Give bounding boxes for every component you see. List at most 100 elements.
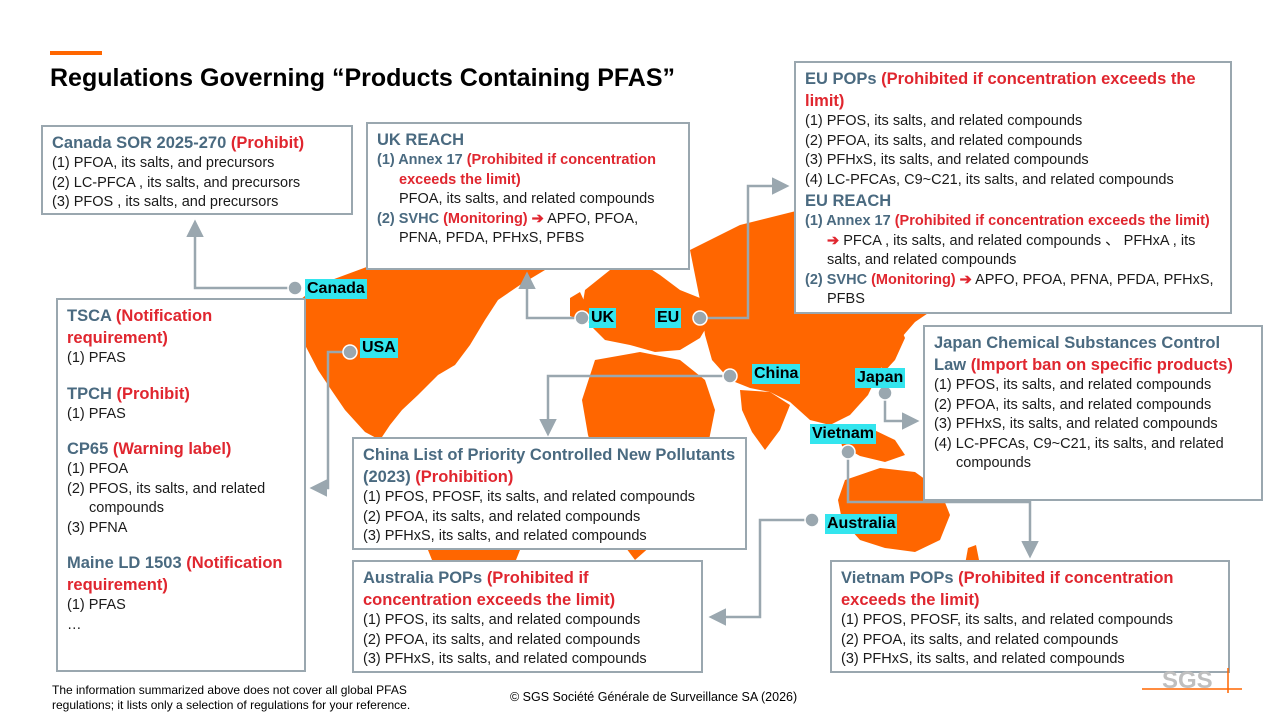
list-item: (2) PFOS, its salts, and related compoun… bbox=[67, 480, 266, 517]
connector-eu bbox=[700, 177, 790, 320]
list-item: (1) PFAS bbox=[67, 405, 126, 422]
list-item: (1) PFOA, its salts, and precursors bbox=[52, 155, 275, 171]
japan-shape bbox=[878, 322, 905, 372]
uk-annex17-tag: (Prohibited if concentration exceeds the… bbox=[399, 152, 657, 188]
list-item: (1) PFOS, PFOSF, its salts, and related … bbox=[841, 612, 1174, 628]
arrow-right-icon: ➔ bbox=[827, 232, 840, 249]
dot-japan bbox=[877, 385, 893, 401]
country-label-usa: USA bbox=[360, 338, 398, 358]
china-tag: (Prohibition) bbox=[415, 468, 514, 486]
arrow-right-icon: ➔ bbox=[531, 210, 544, 227]
japan-title: Japan Chemical Substances Control Law bbox=[934, 334, 1221, 374]
dot-china bbox=[722, 368, 738, 384]
uk-annex17-label: (1) Annex 17 bbox=[377, 152, 463, 168]
eu-annex17-label: (1) Annex 17 bbox=[805, 213, 891, 229]
canada-title: Canada SOR 2025-270 bbox=[52, 134, 227, 152]
list-item: (1) PFOA bbox=[67, 461, 129, 477]
uk-annex17: (1) Annex 17 (Prohibited if concentratio… bbox=[377, 151, 679, 190]
australia-tag: (Prohibited if concentration exceeds the… bbox=[363, 569, 616, 609]
list-item: (1) PFAS bbox=[67, 597, 126, 613]
tsca-heading: TSCA (Notification requirement) bbox=[67, 305, 295, 349]
country-label-australia: Australia bbox=[825, 514, 898, 534]
australia-heading: Australia POPs (Prohibited if concentrat… bbox=[363, 567, 692, 611]
uk-regulation-box: UK REACH (1) Annex 17 (Prohibited if con… bbox=[366, 122, 690, 270]
list-item: (4) LC-PFCAs, C9~C21, its salts, and rel… bbox=[934, 435, 1224, 472]
china-regulation-box: China List of Priority Controlled New Po… bbox=[352, 437, 747, 550]
list-item: (2) PFOA, its salts, and related compoun… bbox=[363, 631, 641, 648]
china-title: China List of Priority Controlled New Po… bbox=[363, 446, 736, 486]
eu-annex17: (1) Annex 17 (Prohibited if concentratio… bbox=[805, 212, 1221, 271]
list-item: (2) LC-PFCA , its salts, and precursors bbox=[52, 174, 301, 191]
list-item: (3) PFHxS, its salts, and related compou… bbox=[934, 416, 1218, 432]
connector-vietnam bbox=[846, 452, 1039, 559]
eu-pops-tag: (Prohibited if concentration exceeds the… bbox=[805, 70, 1196, 110]
uk-annex17-text: PFOA, its salts, and related compounds bbox=[399, 191, 655, 207]
eu-svhc-text: APFO, PFOA, PFNA, PFDA, PFHxS, PFBS bbox=[827, 271, 1214, 308]
canada-heading: Canada SOR 2025-270 (Prohibit) bbox=[52, 132, 342, 154]
usa-regulation-box: TSCA (Notification requirement) (1) PFAS… bbox=[56, 298, 306, 672]
list-item: (1) PFOS, its salts, and related compoun… bbox=[363, 612, 641, 628]
india-shape bbox=[740, 390, 790, 450]
list-item: (3) PFHxS, its salts, and related compou… bbox=[363, 651, 647, 667]
cp65-title: CP65 bbox=[67, 440, 109, 458]
eu-annex17-tag: (Prohibited if concentration exceeds the… bbox=[894, 213, 1210, 229]
uk-svhc-text: APFO, PFOA, PFNA, PFDA, PFHxS, PFBS bbox=[399, 210, 639, 247]
eu-svhc-label: (2) SVHC bbox=[805, 271, 868, 288]
japan-tag: (Import ban on specific products) bbox=[970, 356, 1233, 374]
spacer bbox=[67, 424, 295, 438]
connector-japan bbox=[883, 393, 920, 430]
eu-pops-title: EU POPs bbox=[805, 70, 877, 88]
vietnam-title: Vietnam POPs bbox=[841, 569, 954, 587]
country-label-eu: EU bbox=[655, 308, 682, 328]
country-label-vietnam: Vietnam bbox=[810, 424, 876, 444]
uk-svhc: (2) SVHC (Monitoring) ➔ APFO, PFOA, PFNA… bbox=[377, 210, 679, 249]
dot-eu bbox=[692, 310, 708, 326]
eu-regulation-box: EU POPs (Prohibited if concentration exc… bbox=[794, 61, 1232, 314]
australia-regulation-box: Australia POPs (Prohibited if concentrat… bbox=[352, 560, 703, 673]
copyright: © SGS Société Générale de Surveillance S… bbox=[510, 690, 798, 704]
list-item: (3) PFHxS, its salts, and related compou… bbox=[363, 528, 647, 544]
list-item: (2) PFOA, its salts, and related compoun… bbox=[841, 631, 1119, 648]
spacer bbox=[67, 538, 295, 552]
tsca-tag: (Notification requirement) bbox=[67, 307, 213, 347]
arrow-right-icon: ➔ bbox=[959, 271, 972, 288]
uk-svhc-tag: (Monitoring) bbox=[443, 210, 528, 227]
vietnam-tag: (Prohibited if concentration exceeds the… bbox=[841, 569, 1174, 609]
china-heading: China List of Priority Controlled New Po… bbox=[363, 444, 736, 488]
list-item: (1) PFOS, its salts, and related compoun… bbox=[934, 377, 1212, 393]
list-item: (3) PFNA bbox=[67, 519, 128, 536]
maine-heading: Maine LD 1503 (Notification requirement) bbox=[67, 552, 295, 596]
list-item: (1) PFOS, its salts, and related compoun… bbox=[805, 113, 1083, 129]
country-label-canada: Canada bbox=[305, 279, 367, 299]
connector-dots bbox=[287, 280, 893, 528]
dot-canada bbox=[287, 280, 303, 296]
list-item: (2) PFOA, its salts, and related compoun… bbox=[363, 508, 641, 525]
uk-svhc-label: (2) SVHC bbox=[377, 210, 440, 227]
dot-usa bbox=[342, 344, 358, 360]
sgs-logo-text: SGS bbox=[1162, 667, 1213, 694]
list-item: (3) PFHxS, its salts, and related compou… bbox=[805, 152, 1089, 168]
dot-uk bbox=[574, 310, 590, 326]
accent-bar bbox=[50, 51, 102, 55]
japan-heading: Japan Chemical Substances Control Law (I… bbox=[934, 332, 1252, 376]
country-label-china: China bbox=[752, 364, 801, 384]
connector-uk bbox=[518, 271, 582, 320]
dot-australia bbox=[804, 512, 820, 528]
list-item: (3) PFHxS, its salts, and related compou… bbox=[841, 651, 1125, 667]
eu-pops-heading: EU POPs (Prohibited if concentration exc… bbox=[805, 68, 1221, 112]
vietnam-regulation-box: Vietnam POPs (Prohibited if concentratio… bbox=[830, 560, 1230, 673]
country-label-japan: Japan bbox=[855, 368, 906, 388]
list-item: (4) LC-PFCAs, C9~C21, its salts, and rel… bbox=[805, 171, 1174, 188]
list-item: (1) PFOS, PFOSF, its salts, and related … bbox=[363, 489, 696, 505]
tpch-tag: (Prohibit) bbox=[116, 384, 190, 403]
footnote: The information summarized above does no… bbox=[52, 683, 411, 712]
connector-usa bbox=[309, 350, 350, 497]
dot-vietnam bbox=[840, 444, 856, 460]
connectors bbox=[186, 177, 1039, 626]
cp65-tag: (Warning label) bbox=[112, 440, 232, 458]
maine-tag: (Notification requirement) bbox=[67, 554, 283, 594]
list-item: (2) PFOA, its salts, and related compoun… bbox=[805, 132, 1083, 149]
country-label-uk: UK bbox=[589, 308, 617, 328]
connector-china bbox=[539, 374, 730, 437]
cp65-heading: CP65 (Warning label) bbox=[67, 438, 295, 460]
